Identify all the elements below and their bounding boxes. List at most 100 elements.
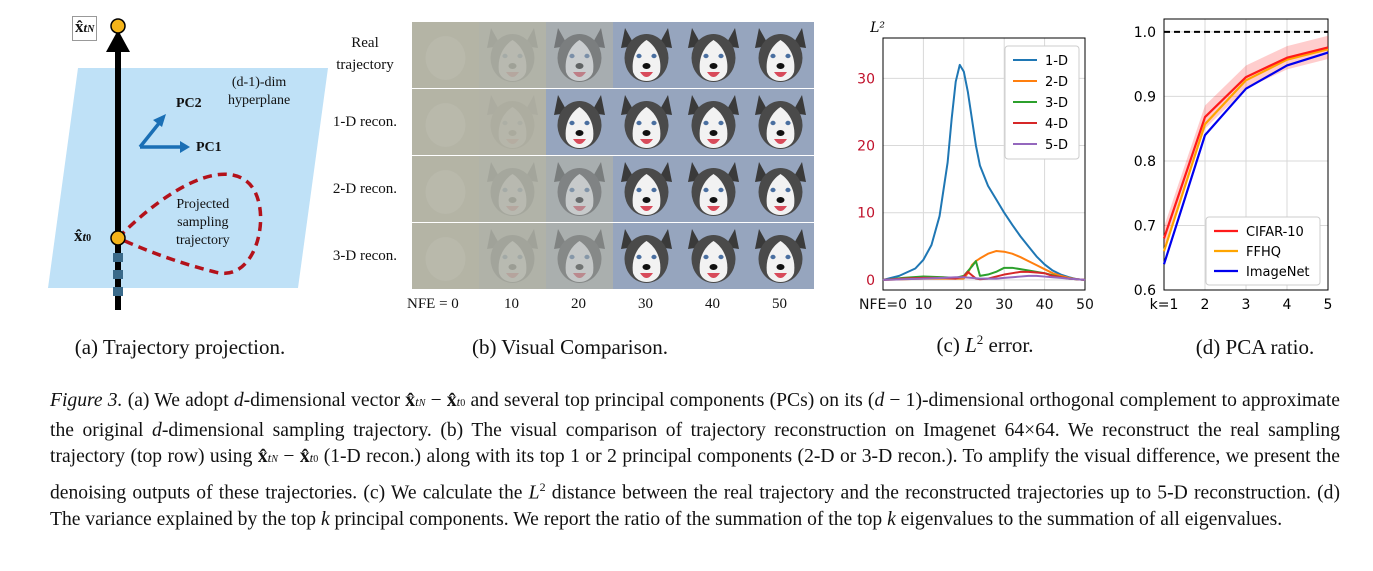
husky-image [680,223,747,289]
husky-image [546,223,613,289]
panel-a-trajectory-projection: x̂tN x̂t0 (d-1)-dim hyperplane PC2 PC1 P… [40,10,330,320]
x-tick-label: 50 [1076,297,1094,313]
husky-image [546,89,613,155]
legend-label: 1-D [1045,54,1068,69]
panel-a-caption: (a) Trajectory projection. [74,335,286,359]
legend-label: 4-D [1045,117,1068,132]
husky-image [546,156,613,222]
series-line-5-D [882,274,1086,281]
x-tick-label: 4 [1283,297,1292,313]
x-tick-label: 30 [995,297,1013,313]
reconstruction-thumbnail [412,156,479,222]
reconstruction-thumbnail [546,89,613,155]
nfe-tick-label: 20 [571,296,586,312]
y-tick-label: 0.8 [1134,154,1156,170]
legend-label: CIFAR-10 [1246,225,1304,240]
x-tick-label: 2 [1201,297,1210,313]
reconstruction-thumbnail [479,156,546,222]
figure-label: Figure 3. [50,390,123,411]
top-point-label: x̂tN [72,16,98,41]
y-tick-label: 0.9 [1134,89,1156,105]
row-label: 3-D recon. [332,248,398,264]
reconstruction-thumbnail [747,22,814,88]
nfe-tick-label: 30 [638,296,653,312]
y-axis-label: L² [869,20,885,36]
endpoint-top [110,18,126,34]
husky-image [412,22,479,88]
x-tick-label: 3 [1242,297,1251,313]
panel-c-l2-error: 0 10 20 30 NFE=0 10 20 30 40 50 L² 1-D 2-D 3-D 4-D 5-D [835,10,1100,325]
reconstruction-thumbnail [613,89,680,155]
legend-label: ImageNet [1246,265,1310,280]
y-tick-label: 0.7 [1134,218,1156,234]
reconstruction-thumbnail [747,223,814,289]
dot-segment [113,287,123,296]
reconstruction-thumbnail [680,22,747,88]
husky-image [613,89,680,155]
row-label: 2-D recon. [332,181,398,197]
reconstruction-thumbnail [412,223,479,289]
panel-b-visual-comparison: Real trajectory 1-D recon. 2-D recon. 3-D re… [320,20,840,320]
projected-trajectory-loop [114,172,263,276]
husky-image [412,223,479,289]
l2-error-chart: 0 10 20 30 NFE=0 10 20 30 40 50 L² 1-D 2-D 3-D 4-D 5-D [857,20,1094,313]
panel-b-caption: (b) Visual Comparison. [471,335,669,359]
y-tick-label: 10 [857,206,875,222]
legend-label: 3-D [1045,96,1068,111]
panel-d-pca-ratio: 0.6 0.7 0.8 0.9 1.0 k=1 2 3 4 5 CIFAR-10 FFHQ ImageN… [1110,5,1350,325]
pc1-label: PC1 [196,140,222,155]
trajectory-diagram [48,18,328,310]
legend-label: 5-D [1045,138,1068,153]
nfe-tick-label: 40 [705,296,720,312]
series-line-FFHQ [1162,48,1329,252]
x-tick-label: NFE=0 [859,297,907,313]
axis-arrowhead [106,30,130,52]
series-line-ImageNet [1162,51,1329,265]
y-tick-label: 30 [857,71,875,87]
husky-image [479,89,546,155]
endpoint-bottom [110,230,126,246]
husky-image [479,156,546,222]
nfe-tick-label: NFE = 0 [407,296,459,312]
dot-segment [113,253,123,262]
pc2-arrow [138,120,162,149]
legend-label: FFHQ [1246,245,1281,260]
husky-image [412,156,479,222]
reconstruction-thumbnail [479,22,546,88]
legend-box [1004,45,1080,160]
panel-d-caption: (d) PCA ratio. [1195,335,1315,359]
reconstruction-thumbnail [546,223,613,289]
nfe-tick-label: 50 [772,296,787,312]
x-tick-label: 5 [1324,297,1333,313]
row-label: Real trajectory [336,35,394,73]
reconstruction-thumbnail [747,156,814,222]
husky-image [546,22,613,88]
figure-caption: Figure 3. (a) We adopt d-dimensional vec… [50,390,1340,530]
husky-image [680,89,747,155]
pc2-arrowhead [153,114,166,127]
x-tick-label: 10 [914,297,932,313]
plot-frame [882,37,1086,291]
x-tick-label: 20 [955,297,973,313]
pca-ratio-chart: 0.6 0.7 0.8 0.9 1.0 k=1 2 3 4 5 CIFAR-10 FFHQ ImageN… [1134,18,1333,313]
series-line-1-D [882,63,1086,281]
reconstruction-thumbnail [680,89,747,155]
series-line-CIFAR-10 [1162,46,1329,239]
x-tick-label: k=1 [1150,297,1179,313]
plot-frame [1163,18,1329,291]
reconstruction-thumbnail [613,223,680,289]
husky-image [747,156,814,222]
husky-image [680,156,747,222]
reconstruction-thumbnail [546,22,613,88]
y-tick-label: 0.6 [1134,283,1156,299]
hyperplane-label: (d-1)-dim hyperplane [228,75,291,108]
husky-image [479,22,546,88]
image-grid [412,22,816,290]
reconstruction-thumbnail [747,89,814,155]
bottom-point-label: x̂t0 [74,226,92,245]
reconstruction-thumbnail [479,89,546,155]
reconstruction-thumbnail [412,89,479,155]
reconstruction-thumbnail [479,223,546,289]
reconstruction-thumbnail [613,22,680,88]
nfe-tick-label: 10 [504,296,519,312]
